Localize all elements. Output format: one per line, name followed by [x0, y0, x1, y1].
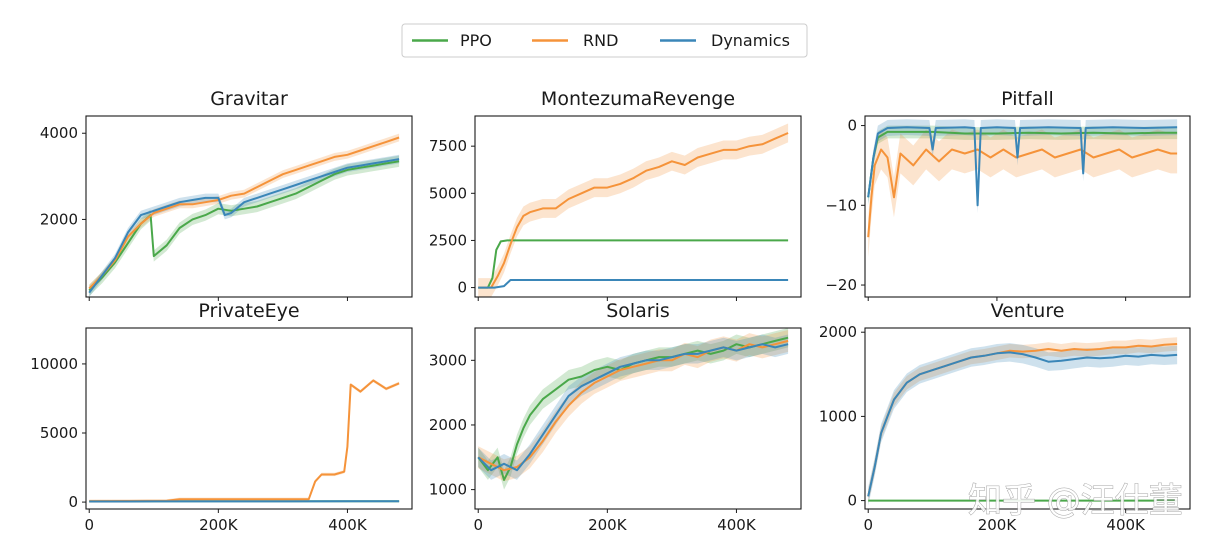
- axes-frame: [85, 327, 413, 510]
- band-dynamics: [89, 154, 400, 297]
- axes-frame: [474, 327, 802, 510]
- legend-label-dynamics: Dynamics: [711, 31, 790, 50]
- watermark: 知乎 @汪仕董: [968, 481, 1183, 521]
- y-tick-label: −20: [825, 276, 857, 294]
- band-rnd: [89, 378, 400, 503]
- subplot-privateeye: PrivateEye 0 5000 10000 0 200K 400K: [30, 300, 413, 534]
- subplot-title: Solaris: [606, 300, 670, 322]
- legend-frame: [401, 23, 808, 58]
- series-line-dynamics: [88, 158, 400, 294]
- legend: PPO RND Dynamics: [401, 23, 808, 58]
- subplot-solaris: Solaris 1000 2000 3000 0 200K 400K: [429, 300, 802, 534]
- series-line-dynamics: [477, 343, 789, 472]
- x-tick-label: 0: [473, 516, 483, 534]
- x-tick-label: 200K: [978, 516, 1018, 534]
- series-line-dynamics: [867, 126, 1178, 207]
- axes-frame: [85, 115, 413, 298]
- y-tick-label: 4000: [40, 124, 78, 142]
- y-tick-label: 7500: [429, 137, 467, 155]
- series-line-dynamics: [867, 351, 1178, 497]
- x-tick-label: 400K: [328, 516, 368, 534]
- x-tick-label: 200K: [199, 516, 239, 534]
- band-rnd: [478, 123, 789, 297]
- band-dynamics: [478, 334, 789, 480]
- band-rnd: [868, 129, 1178, 258]
- series-line-rnd: [88, 136, 400, 290]
- series-line-rnd: [867, 148, 1178, 238]
- x-tick-label: 0: [84, 516, 94, 534]
- subplot-montezumarevenge: MontezumaRevenge 0 2500 5000 7500: [429, 88, 802, 301]
- y-tick-label: 2000: [429, 416, 467, 434]
- subplot-title: Pitfall: [1001, 88, 1054, 110]
- series-line-ppo: [477, 336, 789, 481]
- axes-frame: [474, 115, 802, 298]
- series-line-rnd: [478, 132, 789, 289]
- subplot-venture: Venture 0 1000 2000 0 200K 400K: [819, 300, 1191, 534]
- legend-label-ppo: PPO: [460, 31, 492, 50]
- legend-label-rnd: RND: [583, 31, 618, 50]
- x-tick-label: 200K: [588, 516, 628, 534]
- subplot-title: Venture: [991, 300, 1065, 322]
- y-tick-label: 0: [457, 279, 467, 297]
- x-tick-label: 400K: [717, 516, 757, 534]
- series-line-rnd: [89, 379, 400, 503]
- y-tick-label: 1000: [429, 481, 467, 499]
- y-tick-label: 10000: [30, 355, 78, 373]
- subplot-title: MontezumaRevenge: [541, 88, 735, 110]
- y-tick-label: 0: [847, 117, 857, 135]
- series-line-dynamics: [478, 279, 789, 289]
- x-tick-label: 400K: [1106, 516, 1146, 534]
- series-line-rnd: [867, 343, 1178, 497]
- subplot-title: Gravitar: [210, 88, 288, 110]
- y-tick-label: 5000: [40, 424, 78, 442]
- y-tick-label: 3000: [429, 351, 467, 369]
- y-tick-label: 2500: [429, 231, 467, 249]
- y-tick-label: 2000: [40, 210, 78, 228]
- axes-frame: [864, 327, 1191, 510]
- y-tick-label: 2000: [819, 323, 857, 341]
- band-ppo: [478, 328, 789, 490]
- y-tick-label: 1000: [819, 407, 857, 425]
- axes-frame: [864, 115, 1191, 298]
- subplot-title: PrivateEye: [198, 300, 299, 322]
- y-tick-label: 0: [68, 493, 78, 511]
- y-tick-label: −10: [825, 196, 857, 214]
- series-line-ppo: [478, 239, 789, 289]
- y-tick-label: 0: [847, 492, 857, 510]
- subplot-pitfall: Pitfall −20 −10 0: [825, 88, 1191, 301]
- band-rnd: [89, 133, 400, 293]
- x-tick-label: 0: [863, 516, 873, 534]
- band-dynamics: [868, 343, 1178, 506]
- subplot-gravitar: Gravitar 2000 4000: [40, 88, 413, 301]
- y-tick-label: 5000: [429, 184, 467, 202]
